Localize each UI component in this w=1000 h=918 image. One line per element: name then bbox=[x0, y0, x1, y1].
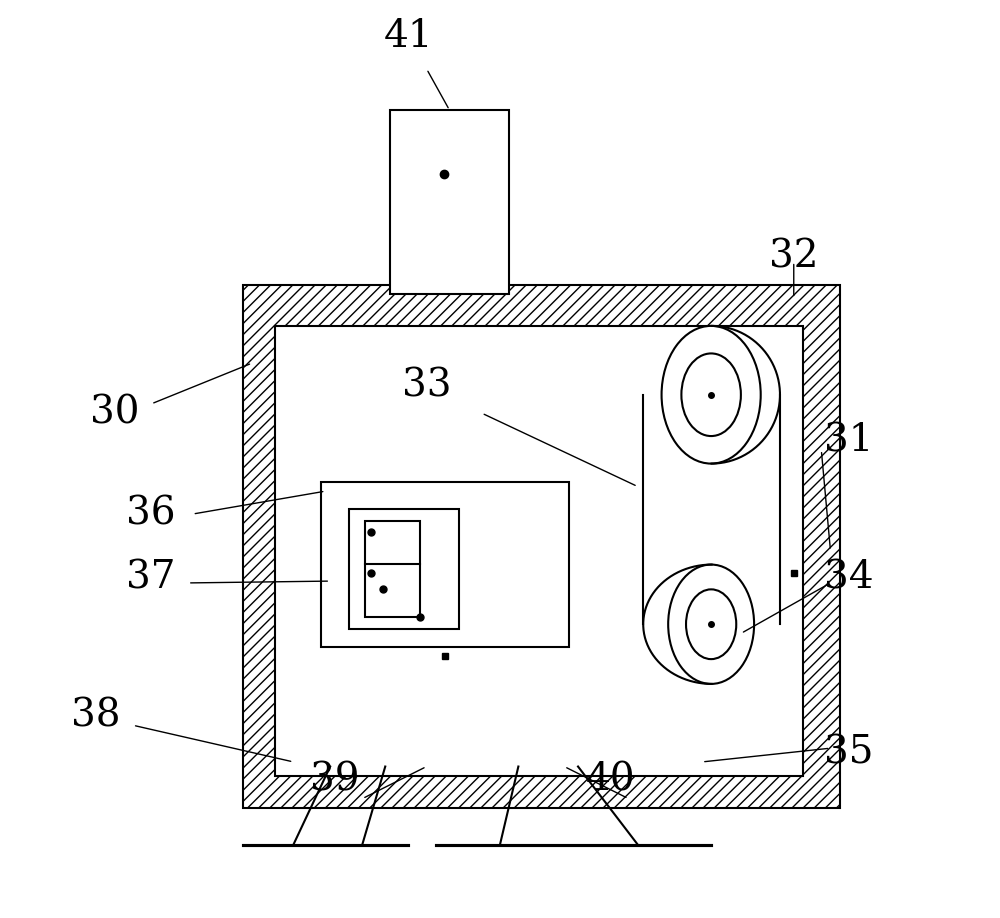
Text: 34: 34 bbox=[824, 560, 874, 597]
Text: 38: 38 bbox=[71, 698, 121, 734]
Bar bbox=[243, 285, 840, 808]
Text: 40: 40 bbox=[585, 762, 635, 799]
Text: 35: 35 bbox=[824, 734, 874, 771]
Bar bbox=[365, 521, 420, 617]
Bar bbox=[321, 482, 569, 647]
Text: 33: 33 bbox=[402, 367, 451, 404]
Text: 37: 37 bbox=[126, 560, 176, 597]
Ellipse shape bbox=[668, 565, 754, 684]
Bar bbox=[275, 326, 803, 776]
Ellipse shape bbox=[662, 326, 761, 464]
Text: 32: 32 bbox=[769, 239, 819, 275]
Text: 36: 36 bbox=[126, 496, 176, 532]
Text: 30: 30 bbox=[90, 395, 139, 431]
Bar bbox=[349, 509, 459, 629]
Ellipse shape bbox=[686, 589, 736, 659]
Bar bbox=[390, 110, 509, 294]
Text: 39: 39 bbox=[310, 762, 360, 799]
Text: 31: 31 bbox=[824, 422, 874, 459]
Text: 41: 41 bbox=[383, 18, 433, 55]
Ellipse shape bbox=[681, 353, 741, 436]
